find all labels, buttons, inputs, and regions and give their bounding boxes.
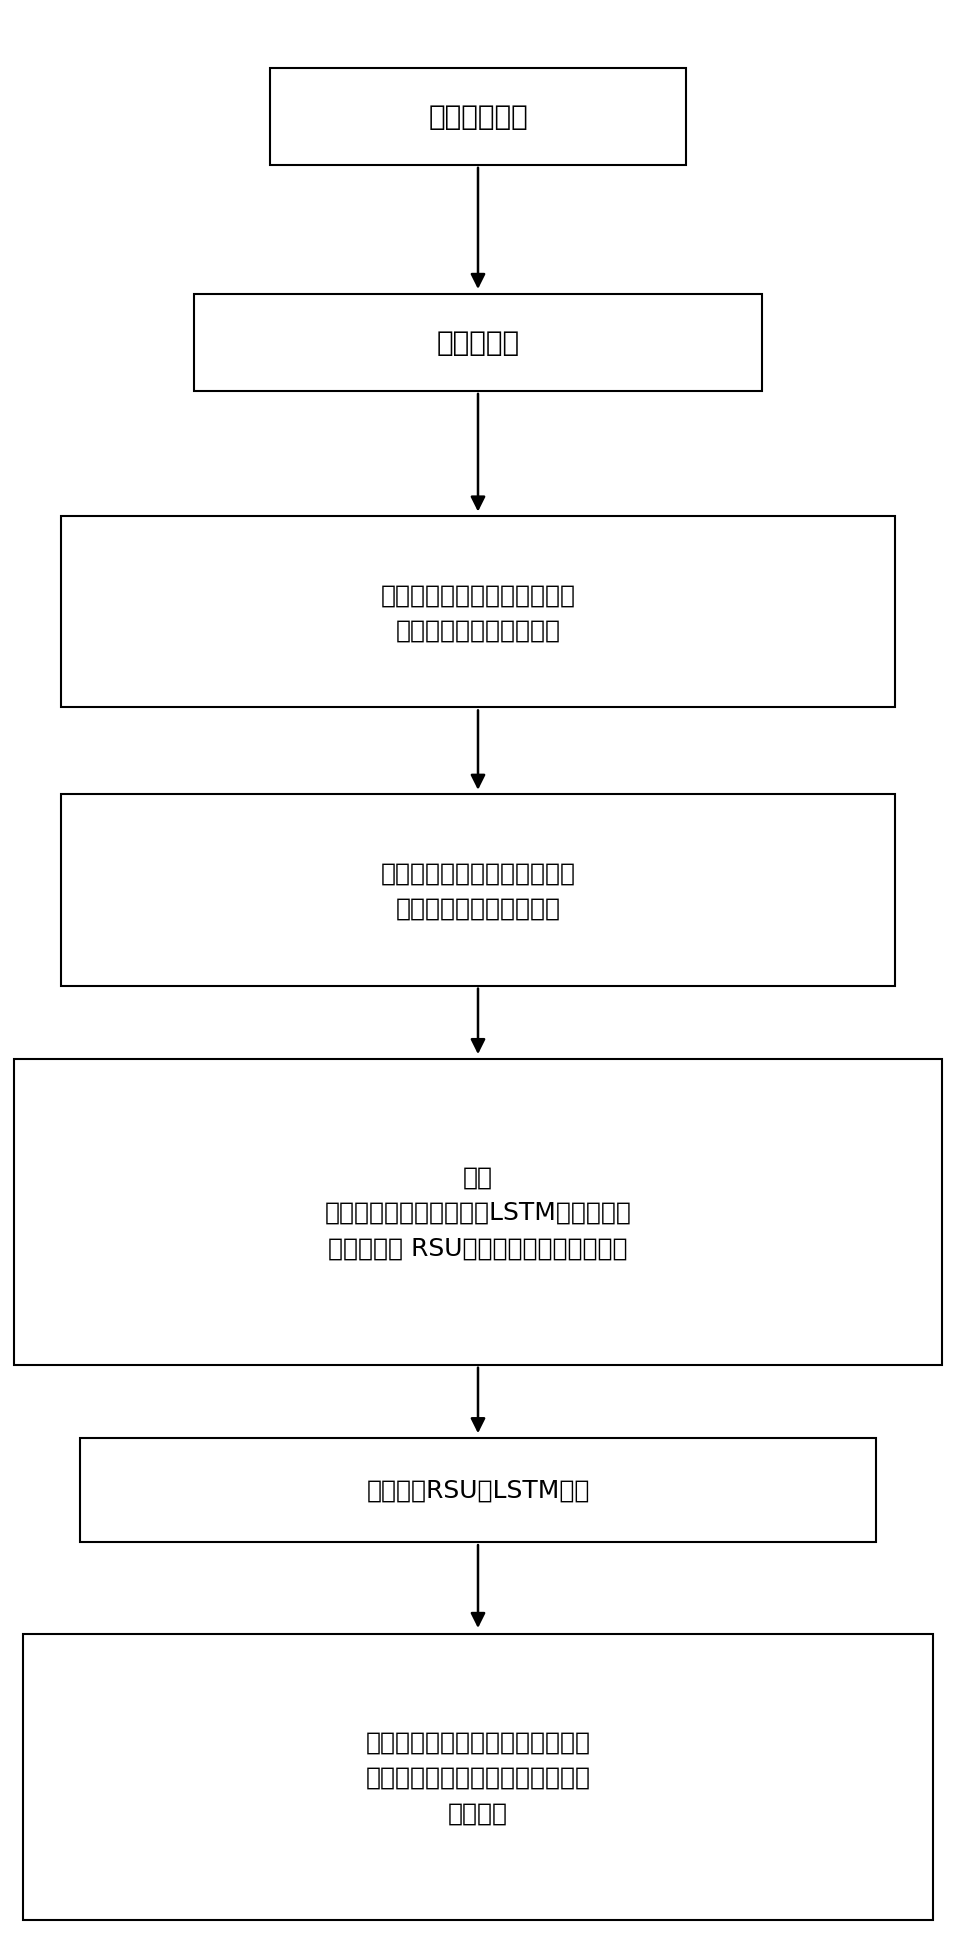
FancyBboxPatch shape bbox=[61, 796, 895, 985]
Text: 引入
基于图依赖的残差连接到LSTM模型，形成
残差和单元 RSU，并进行信息融合与传递: 引入 基于图依赖的残差连接到LSTM模型，形成 残差和单元 RSU，并进行信息融… bbox=[325, 1165, 631, 1259]
Text: 训练含有RSU的LSTM模型: 训练含有RSU的LSTM模型 bbox=[366, 1478, 590, 1501]
FancyBboxPatch shape bbox=[61, 516, 895, 708]
FancyBboxPatch shape bbox=[194, 295, 762, 391]
FancyBboxPatch shape bbox=[80, 1439, 876, 1542]
FancyBboxPatch shape bbox=[270, 68, 686, 166]
Text: 根据给到的缺失率构造相应在
不同缺失率下的新数据集: 根据给到的缺失率构造相应在 不同缺失率下的新数据集 bbox=[380, 860, 576, 921]
Text: 数据预处理: 数据预处理 bbox=[437, 328, 519, 358]
Text: 根据给到的缺失率构造相应在
不同缺失率下的新数据集: 根据给到的缺失率构造相应在 不同缺失率下的新数据集 bbox=[380, 583, 576, 641]
FancyBboxPatch shape bbox=[23, 1634, 933, 1920]
Text: 获取原数据集: 获取原数据集 bbox=[428, 104, 528, 131]
Text: 计算原始数据集和新数据集的均方
根误差，并和传统的数据填补方法
进行比较: 计算原始数据集和新数据集的均方 根误差，并和传统的数据填补方法 进行比较 bbox=[365, 1730, 591, 1824]
FancyBboxPatch shape bbox=[13, 1060, 943, 1365]
